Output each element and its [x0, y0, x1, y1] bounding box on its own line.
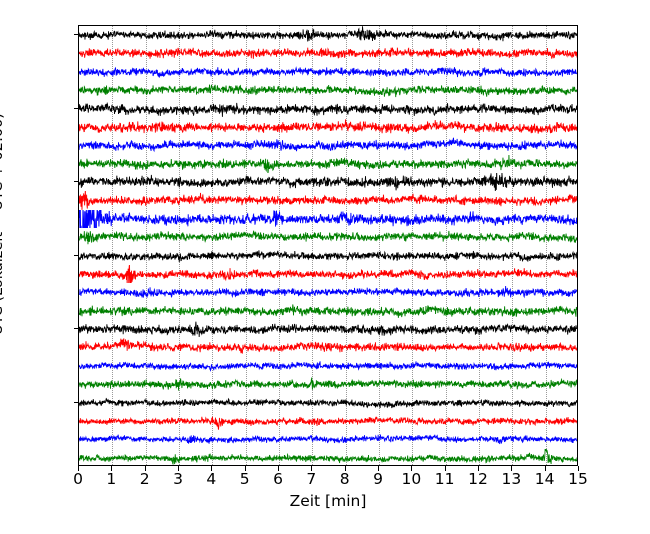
gridline-minute-2	[145, 26, 147, 465]
x-tick-mark	[478, 466, 479, 471]
x-tick-label-11: 11	[434, 470, 455, 488]
x-tick-mark	[311, 466, 313, 471]
x-tick-mark	[511, 466, 513, 471]
x-tick-label-10: 10	[401, 470, 422, 488]
x-tick-mark	[444, 466, 446, 471]
gridline-minute-6	[279, 26, 280, 465]
y-tick-mark	[73, 328, 78, 330]
seismic-trace	[79, 26, 577, 44]
seismic-trace	[79, 81, 577, 99]
gridline-minute-7	[312, 26, 314, 465]
x-axis-label: Zeit [min]	[289, 492, 367, 510]
seismic-trace	[79, 283, 577, 301]
x-tick-label-12: 12	[468, 470, 488, 488]
seismic-trace	[79, 412, 577, 430]
seismic-trace	[79, 118, 577, 136]
y-tick-mark	[73, 34, 78, 36]
x-tick-mark	[144, 466, 146, 471]
seismic-trace	[79, 449, 577, 466]
gridline-minute-10	[412, 26, 414, 465]
seismic-trace	[79, 320, 577, 338]
y-tick-mark	[73, 107, 78, 109]
x-tick-label-7: 7	[306, 470, 317, 488]
gridlines	[79, 26, 577, 465]
x-tick-label-14: 14	[534, 470, 555, 488]
x-tick-label-1: 1	[106, 470, 117, 488]
gridline-minute-13	[512, 26, 514, 465]
gridline-minute-11	[445, 26, 447, 465]
seismic-trace	[79, 44, 577, 62]
seismic-trace	[79, 191, 577, 209]
seismic-trace	[79, 63, 577, 81]
x-tick-label-4: 4	[206, 470, 217, 488]
gridline-minute-5	[245, 26, 247, 465]
gridline-minute-14	[545, 26, 547, 465]
x-tick-mark	[178, 466, 179, 471]
y-axis-label: UTC (Lokalzeit = UTC + 02:00)	[0, 113, 6, 335]
x-tick-mark	[411, 466, 413, 471]
seismic-trace	[79, 265, 577, 283]
gridline-minute-4	[212, 26, 214, 465]
x-tick-label-15: 15	[568, 470, 588, 488]
x-tick-mark	[578, 466, 579, 471]
seismic-trace	[79, 136, 577, 154]
gridline-minute-8	[345, 26, 347, 465]
x-tick-label-13: 13	[501, 470, 522, 488]
y-tick-mark	[73, 254, 78, 256]
x-tick-mark	[278, 466, 279, 471]
seismic-trace	[79, 375, 577, 393]
x-tick-label-9: 9	[373, 470, 383, 488]
x-tick-mark	[544, 466, 546, 471]
x-tick-label-8: 8	[339, 470, 350, 488]
seismic-trace	[79, 173, 577, 191]
seismic-trace	[79, 394, 577, 412]
x-tick-label-2: 2	[139, 470, 150, 488]
y-tick-mark	[73, 181, 78, 183]
seismic-trace	[79, 302, 577, 320]
x-tick-mark	[111, 466, 113, 471]
seismic-trace	[79, 357, 577, 375]
plot-area	[78, 25, 578, 466]
seismic-trace	[79, 338, 577, 356]
seismic-trace	[79, 247, 577, 265]
x-tick-mark	[78, 466, 79, 471]
x-tick-mark	[378, 466, 379, 471]
y-tick-mark	[73, 401, 78, 403]
seismogram-figure: UTC (Lokalzeit = UTC + 02:00) Zeit [min]…	[0, 25, 588, 510]
x-tick-mark	[344, 466, 346, 471]
seismic-trace	[79, 100, 577, 118]
seismic-trace	[79, 210, 577, 228]
seismic-trace	[79, 430, 577, 448]
x-tick-label-3: 3	[173, 470, 183, 488]
seismic-trace	[79, 155, 577, 173]
gridline-minute-9	[379, 26, 380, 465]
x-tick-mark	[244, 466, 246, 471]
gridline-minute-12	[479, 26, 480, 465]
gridline-minute-1	[112, 26, 114, 465]
x-tick-label-5: 5	[239, 470, 250, 488]
gridline-minute-3	[179, 26, 180, 465]
seismic-trace	[79, 228, 577, 246]
trace-layer	[79, 26, 577, 465]
x-tick-label-6: 6	[273, 470, 283, 488]
x-tick-label-0: 0	[73, 470, 83, 488]
x-tick-mark	[211, 466, 213, 471]
